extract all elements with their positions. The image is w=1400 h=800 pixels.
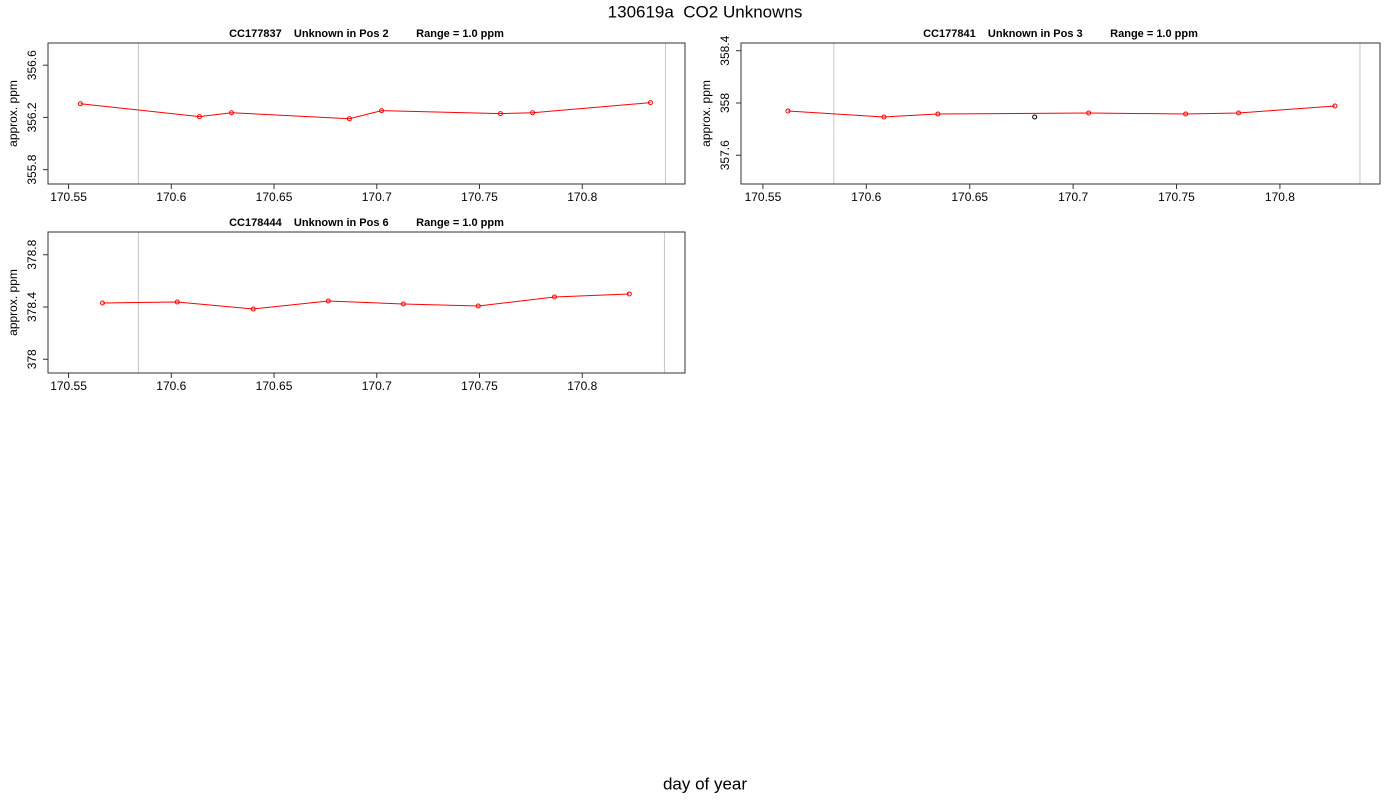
data-line <box>102 293 630 310</box>
x-tick-label: 170.75 <box>1158 190 1195 204</box>
plot-frame <box>740 42 1381 185</box>
data-point <box>881 114 887 120</box>
data-point <box>626 291 632 297</box>
x-tick-label: 170.75 <box>461 379 498 393</box>
data-point <box>1183 111 1189 117</box>
data-point <box>1236 110 1242 116</box>
y-tick-label: 378.8 <box>25 239 39 269</box>
x-tick-label: 170.7 <box>362 190 392 204</box>
x-axis-label: day of year <box>663 774 747 793</box>
y-tick-label: 356.6 <box>25 50 39 80</box>
data-line <box>80 102 651 120</box>
data-point <box>530 110 536 116</box>
data-point <box>99 300 105 306</box>
data-point <box>647 100 653 106</box>
plot-frame <box>47 42 686 185</box>
data-point <box>497 111 503 117</box>
data-point <box>785 108 791 114</box>
panel-title: CC177841 Unknown in Pos 3 Range = 1.0 pp… <box>923 28 1198 40</box>
data-point <box>196 114 202 120</box>
page-title: 130619a CO2 Unknowns <box>608 2 803 21</box>
data-point <box>228 110 234 116</box>
y-tick-label: 356.2 <box>25 102 39 132</box>
plot-frame <box>47 231 686 374</box>
data-point <box>475 303 481 309</box>
y-tick-label: 355.8 <box>25 154 39 184</box>
x-tick-label: 170.6 <box>156 379 186 393</box>
x-tick-label: 170.7 <box>1058 190 1088 204</box>
x-tick-label: 170.55 <box>745 190 782 204</box>
x-tick-label: 170.6 <box>851 190 881 204</box>
y-axis-label: approx. ppm <box>699 80 713 147</box>
x-tick-label: 170.65 <box>256 379 293 393</box>
x-tick-label: 170.55 <box>50 190 87 204</box>
x-tick-label: 170.7 <box>362 379 392 393</box>
data-point <box>400 301 406 307</box>
y-tick-label: 358.4 <box>718 35 732 65</box>
x-tick-label: 170.75 <box>461 190 498 204</box>
data-point <box>1086 110 1092 116</box>
y-tick-label: 357.6 <box>718 140 732 170</box>
x-tick-label: 170.8 <box>567 379 597 393</box>
panel-title: CC178444 Unknown in Pos 6 Range = 1.0 pp… <box>229 217 504 229</box>
x-tick-label: 170.65 <box>256 190 293 204</box>
y-axis-label: approx. ppm <box>6 80 20 147</box>
data-point <box>174 299 180 305</box>
data-point <box>250 306 256 312</box>
data-point <box>552 294 558 300</box>
data-point <box>346 116 352 122</box>
data-point <box>379 108 385 114</box>
data-point <box>1332 103 1338 109</box>
x-tick-label: 170.6 <box>156 190 186 204</box>
data-point <box>935 111 941 117</box>
data-point <box>1032 114 1038 120</box>
x-tick-label: 170.65 <box>951 190 988 204</box>
y-tick-label: 358 <box>718 93 732 113</box>
panel-title: CC177837 Unknown in Pos 2 Range = 1.0 pp… <box>229 28 504 40</box>
x-tick-label: 170.8 <box>567 190 597 204</box>
x-tick-label: 170.8 <box>1265 190 1295 204</box>
y-tick-label: 378.4 <box>25 292 39 322</box>
x-tick-label: 170.55 <box>50 379 87 393</box>
y-axis-label: approx. ppm <box>6 269 20 336</box>
data-point <box>325 298 331 304</box>
data-line <box>787 105 1335 118</box>
data-point <box>77 101 83 107</box>
y-tick-label: 378 <box>25 349 39 369</box>
